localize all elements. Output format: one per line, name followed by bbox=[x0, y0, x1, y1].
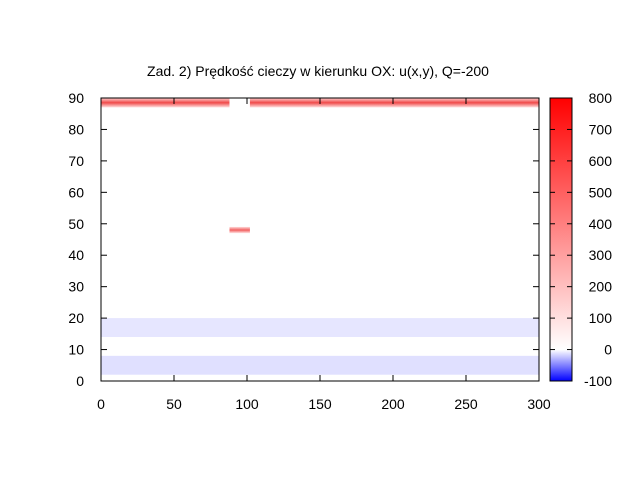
heatmap-cell bbox=[101, 318, 539, 337]
x-tick-label: 200 bbox=[381, 396, 405, 412]
colorbar-tick-label: -100 bbox=[584, 373, 612, 389]
colorbar-tick-label: 500 bbox=[589, 184, 613, 200]
y-tick-label: 80 bbox=[68, 121, 84, 137]
heatmap-cell bbox=[249, 98, 540, 108]
chart-title: Zad. 2) Prędkość cieczy w kierunku OX: u… bbox=[147, 63, 489, 79]
colorbar-axis: -100 0 100 200 300 400 500 600 700 800 bbox=[550, 90, 612, 389]
colorbar-tick-label: 100 bbox=[589, 310, 613, 326]
y-axis: 0 10 20 30 40 50 60 70 80 90 bbox=[68, 90, 539, 389]
colorbar-tick-label: 300 bbox=[589, 247, 613, 263]
y-tick-label: 10 bbox=[68, 342, 84, 358]
colorbar-tick-label: 200 bbox=[589, 279, 613, 295]
plot-frame bbox=[100, 97, 540, 382]
x-tick-label: 50 bbox=[166, 396, 182, 412]
heatmap-cell bbox=[101, 98, 230, 108]
colorbar-tick-label: 400 bbox=[589, 216, 613, 232]
y-tick-label: 20 bbox=[68, 310, 84, 326]
y-tick-label: 50 bbox=[68, 216, 84, 232]
heatmap-cell bbox=[229, 226, 250, 234]
heatmap-cell bbox=[101, 355, 539, 375]
x-tick-label: 250 bbox=[454, 396, 478, 412]
colorbar-tick-label: 800 bbox=[589, 90, 613, 106]
y-tick-label: 0 bbox=[76, 373, 84, 389]
x-axis: 0 50 100 150 200 250 300 bbox=[97, 98, 551, 412]
colorbar-tick-label: 600 bbox=[589, 153, 613, 169]
colorbar-tick-label: 0 bbox=[604, 342, 612, 358]
y-tick-label: 40 bbox=[68, 247, 84, 263]
x-tick-label: 150 bbox=[308, 396, 332, 412]
heatmap-field bbox=[101, 98, 540, 375]
x-tick-label: 0 bbox=[97, 396, 105, 412]
y-tick-label: 30 bbox=[68, 279, 84, 295]
colorbar-tick-label: 700 bbox=[589, 121, 613, 137]
y-tick-label: 90 bbox=[68, 90, 84, 106]
x-tick-label: 100 bbox=[235, 396, 259, 412]
y-tick-label: 60 bbox=[68, 184, 84, 200]
y-tick-label: 70 bbox=[68, 153, 84, 169]
x-tick-label: 300 bbox=[527, 396, 551, 412]
colorbar bbox=[549, 97, 573, 382]
